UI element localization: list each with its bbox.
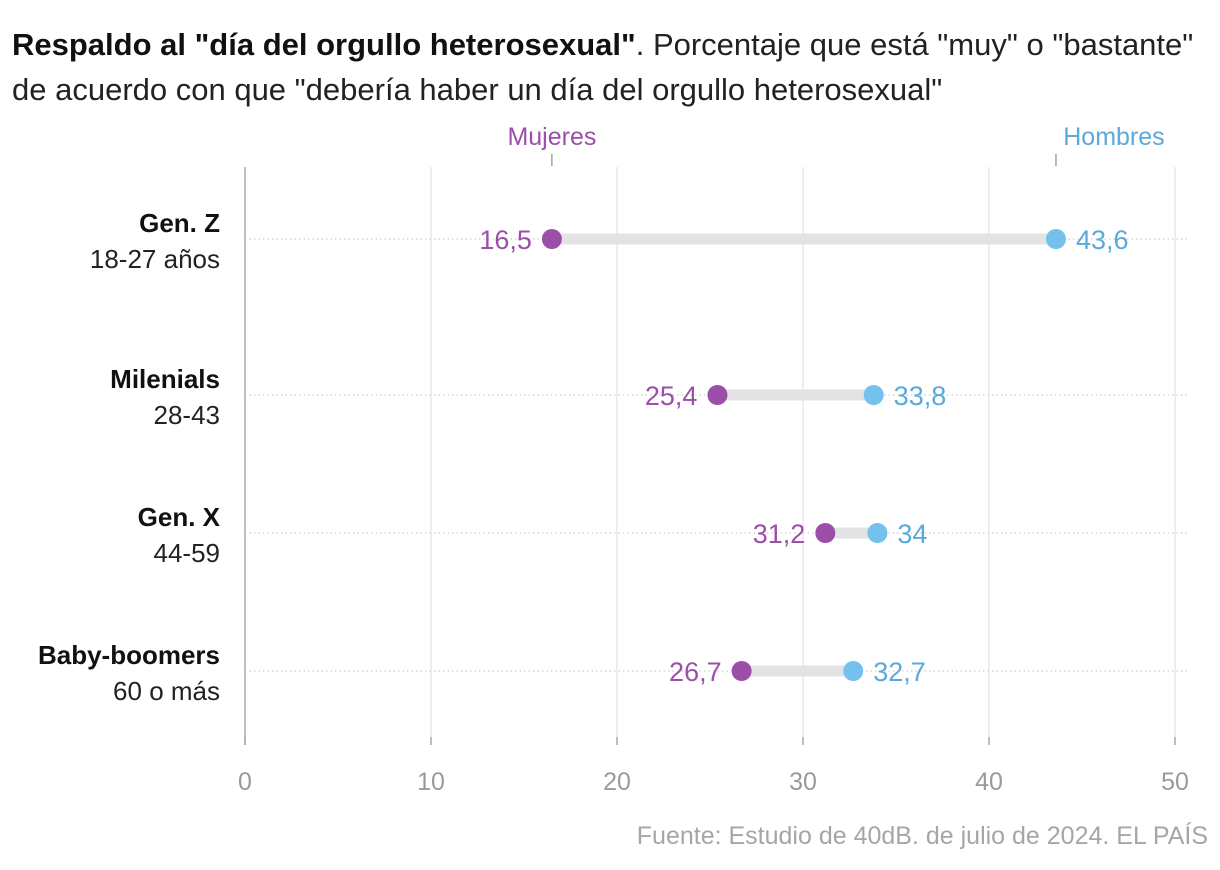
x-tick-label-30: 30 <box>789 768 817 796</box>
chart-title-subtitle: . Porcentaje que está "muy" o "bastante"… <box>12 27 1194 107</box>
mujeres-point <box>815 523 836 543</box>
category-sublabel: 28-43 <box>154 400 221 430</box>
category-sublabel: 60 o más <box>113 676 220 706</box>
hombres-point <box>867 523 888 543</box>
category-label: Gen. X <box>138 502 221 532</box>
hombres-point <box>843 661 864 681</box>
hombres-point <box>863 385 884 405</box>
legend-mujeres: Mujeres <box>507 123 596 151</box>
mujeres-value-label: 16,5 <box>479 225 532 255</box>
x-tick-label-10: 10 <box>417 768 445 796</box>
category-label: Baby-boomers <box>38 640 220 670</box>
x-tick-label-50: 50 <box>1161 768 1189 796</box>
x-tick-label-40: 40 <box>975 768 1003 796</box>
category-sublabel: 18-27 años <box>90 244 220 274</box>
hombres-value-label: 33,8 <box>894 381 947 411</box>
mujeres-point <box>731 661 752 681</box>
category-sublabel: 44-59 <box>154 538 221 568</box>
mujeres-value-label: 31,2 <box>753 519 806 549</box>
x-tick-label-20: 20 <box>603 768 631 796</box>
hombres-value-label: 32,7 <box>873 657 926 687</box>
mujeres-point <box>541 229 562 249</box>
source-note: Fuente: Estudio de 40dB. de julio de 202… <box>636 822 1208 850</box>
category-label: Milenials <box>110 364 220 394</box>
mujeres-value-label: 26,7 <box>669 657 722 687</box>
x-tick-label-0: 0 <box>238 768 252 796</box>
hombres-value-label: 34 <box>897 519 927 549</box>
chart-title-bold: Respaldo al "día del orgullo heterosexua… <box>12 27 636 62</box>
category-label: Gen. Z <box>139 208 220 238</box>
mujeres-point <box>707 385 728 405</box>
mujeres-value-label: 25,4 <box>645 381 698 411</box>
hombres-value-label: 43,6 <box>1076 225 1129 255</box>
hombres-point <box>1045 229 1066 249</box>
chart-title: Respaldo al "día del orgullo heterosexua… <box>12 22 1202 112</box>
legend-hombres: Hombres <box>1063 123 1164 151</box>
